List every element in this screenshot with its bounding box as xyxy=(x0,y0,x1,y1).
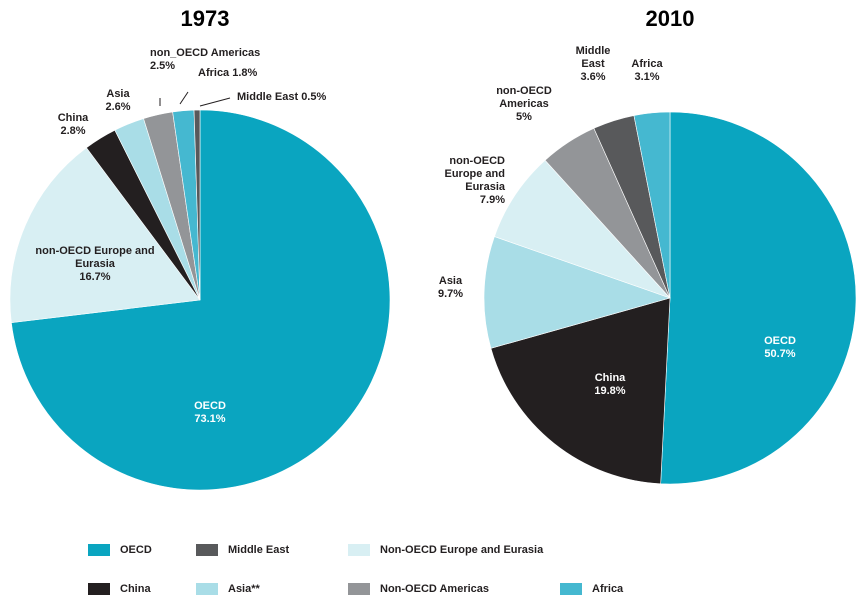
slice-name: OECD xyxy=(764,335,796,347)
legend-label: Non-OECD Europe and Eurasia xyxy=(380,544,544,556)
chart-title: 2010 xyxy=(610,6,730,32)
pie-slice xyxy=(483,236,671,349)
legend-label: Asia** xyxy=(228,583,260,595)
legend-label: Middle East xyxy=(228,544,290,556)
legend-swatch xyxy=(196,583,218,595)
slice-value: 50.7% xyxy=(764,348,796,360)
slice-label: OECD 73.1% xyxy=(160,400,260,426)
slice-label: Middle East 3.6% xyxy=(572,45,614,84)
slice-value: 0.5% xyxy=(301,91,327,103)
slice-label: non-OECD Europe and Eurasia 16.7% xyxy=(15,245,175,284)
slice-label: Africa 3.1% xyxy=(622,58,672,84)
pie-slice xyxy=(193,109,201,301)
slice-name: OECD xyxy=(194,400,226,412)
slice-value: 2.5% xyxy=(150,60,176,72)
slice-value: 3.1% xyxy=(634,71,660,83)
slice-value: 3.6% xyxy=(580,71,606,83)
legend-swatch xyxy=(348,544,370,556)
legend-label: OECD xyxy=(120,544,152,556)
slice-name: China xyxy=(594,372,626,384)
slice-name: Africa xyxy=(631,58,663,70)
slice-value: 2.6% xyxy=(105,101,131,113)
legend-item: Non-OECD Americas xyxy=(348,583,489,595)
slice-value: 16.7% xyxy=(79,271,111,283)
slice-name: non_OECD Americas xyxy=(150,47,261,59)
legend-swatch xyxy=(348,583,370,595)
slice-value: 9.7% xyxy=(437,288,464,300)
slice-value: 19.8% xyxy=(594,385,626,397)
pie-slice xyxy=(490,297,671,485)
pie-slice xyxy=(11,109,391,491)
slice-name: non-OECD Europe and Eurasia xyxy=(444,155,505,193)
leader-line xyxy=(199,97,231,107)
slice-label: Africa 1.8% xyxy=(198,67,318,80)
legend-item: Middle East xyxy=(196,544,289,556)
legend-item: Non-OECD Europe and Eurasia xyxy=(348,544,543,556)
legend-swatch xyxy=(88,583,110,595)
legend-label: Non-OECD Americas xyxy=(380,583,490,595)
legend-item: OECD xyxy=(88,544,152,556)
slice-name: non-OECD Europe and Eurasia xyxy=(35,245,155,270)
slice-label: OECD 50.7% xyxy=(740,335,820,361)
slice-name: Asia xyxy=(438,275,463,287)
slice-label: Asia 9.7% xyxy=(428,275,473,301)
pie-slice xyxy=(633,111,671,299)
pie-slice xyxy=(494,159,671,299)
slice-value: 1.8% xyxy=(232,67,258,79)
slice-name: Middle East xyxy=(237,91,299,103)
slice-value: 5% xyxy=(516,111,532,123)
legend-swatch xyxy=(560,583,582,595)
legend-label: Africa xyxy=(592,583,624,595)
slice-label: China 2.8% xyxy=(48,112,98,138)
pie-slice xyxy=(9,147,201,323)
legend-label: China xyxy=(120,583,151,595)
slice-label: Middle East 0.5% xyxy=(237,91,397,104)
title-text: 2010 xyxy=(645,6,695,31)
slice-label: China 19.8% xyxy=(570,372,650,398)
legend-swatch xyxy=(196,544,218,556)
slice-label: non-OECD Europe and Eurasia 7.9% xyxy=(425,155,505,207)
slice-name: Middle East xyxy=(575,45,611,70)
leader-line xyxy=(179,91,189,105)
slice-name: Africa xyxy=(198,67,230,79)
legend-item: Asia** xyxy=(196,583,260,595)
slice-name: non-OECD Americas xyxy=(496,85,552,110)
slice-label: non-OECD Americas 5% xyxy=(488,85,560,124)
pie-slice xyxy=(660,111,856,485)
legend-item: China xyxy=(88,583,151,595)
slice-value: 73.1% xyxy=(194,413,226,425)
slice-label: Asia 2.6% xyxy=(98,88,138,114)
legend-swatch xyxy=(88,544,110,556)
chart-title: 1973 xyxy=(145,6,265,32)
slice-label: non_OECD Americas 2.5% xyxy=(150,47,300,73)
legend-item: Africa xyxy=(560,583,623,595)
slice-name: Asia xyxy=(106,88,130,100)
slice-value: 2.8% xyxy=(60,125,86,137)
slice-name: China xyxy=(57,112,89,124)
slice-value: 7.9% xyxy=(479,194,505,206)
title-text: 1973 xyxy=(180,6,230,31)
